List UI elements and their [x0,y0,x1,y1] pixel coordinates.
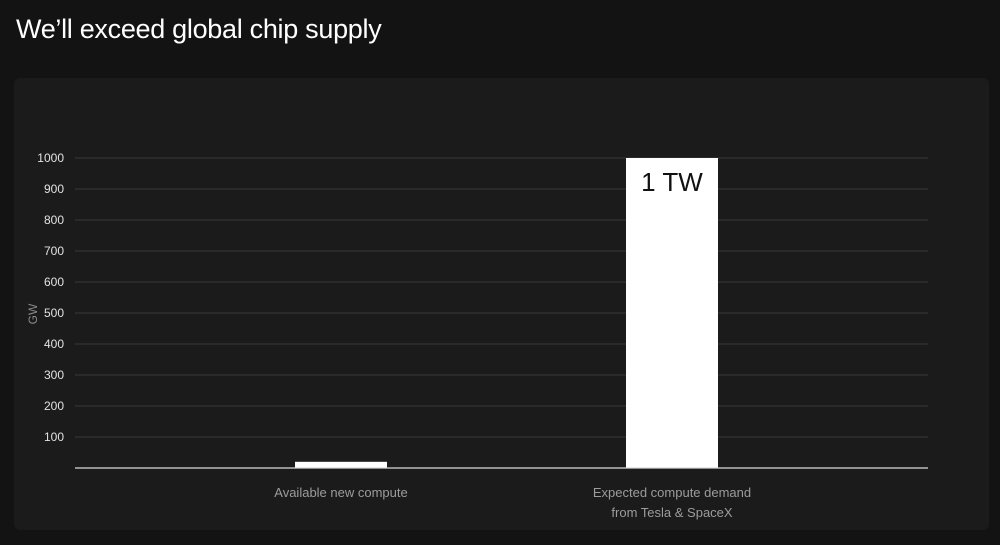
page-title: We’ll exceed global chip supply [16,14,382,44]
y-axis-title: GW [26,303,40,324]
x-category-label: Expected compute demand [593,485,751,500]
y-tick-label: 900 [44,182,64,196]
x-category-label: Available new compute [274,485,407,500]
y-tick-label: 300 [44,368,64,382]
y-tick-label: 800 [44,213,64,227]
bar [295,461,387,468]
bars [295,158,718,468]
y-tick-label: 1000 [37,151,64,165]
chart-panel [14,78,989,530]
y-tick-label: 200 [44,399,64,413]
y-tick-label: 500 [44,306,64,320]
y-tick-label: 400 [44,337,64,351]
data-labels: 1 TW [641,167,703,197]
y-tick-label: 600 [44,275,64,289]
y-tick-label: 100 [44,430,64,444]
y-tick-label: 700 [44,244,64,258]
bar [626,158,718,468]
y-tick-labels: 100 200 300 400 500 600 700 800 900 1000 [37,151,64,444]
gridlines [75,157,928,438]
x-category-label: from Tesla & SpaceX [611,505,732,520]
bar-data-label: 1 TW [641,167,703,197]
x-category-labels: Available new compute Expected compute de… [274,485,751,520]
